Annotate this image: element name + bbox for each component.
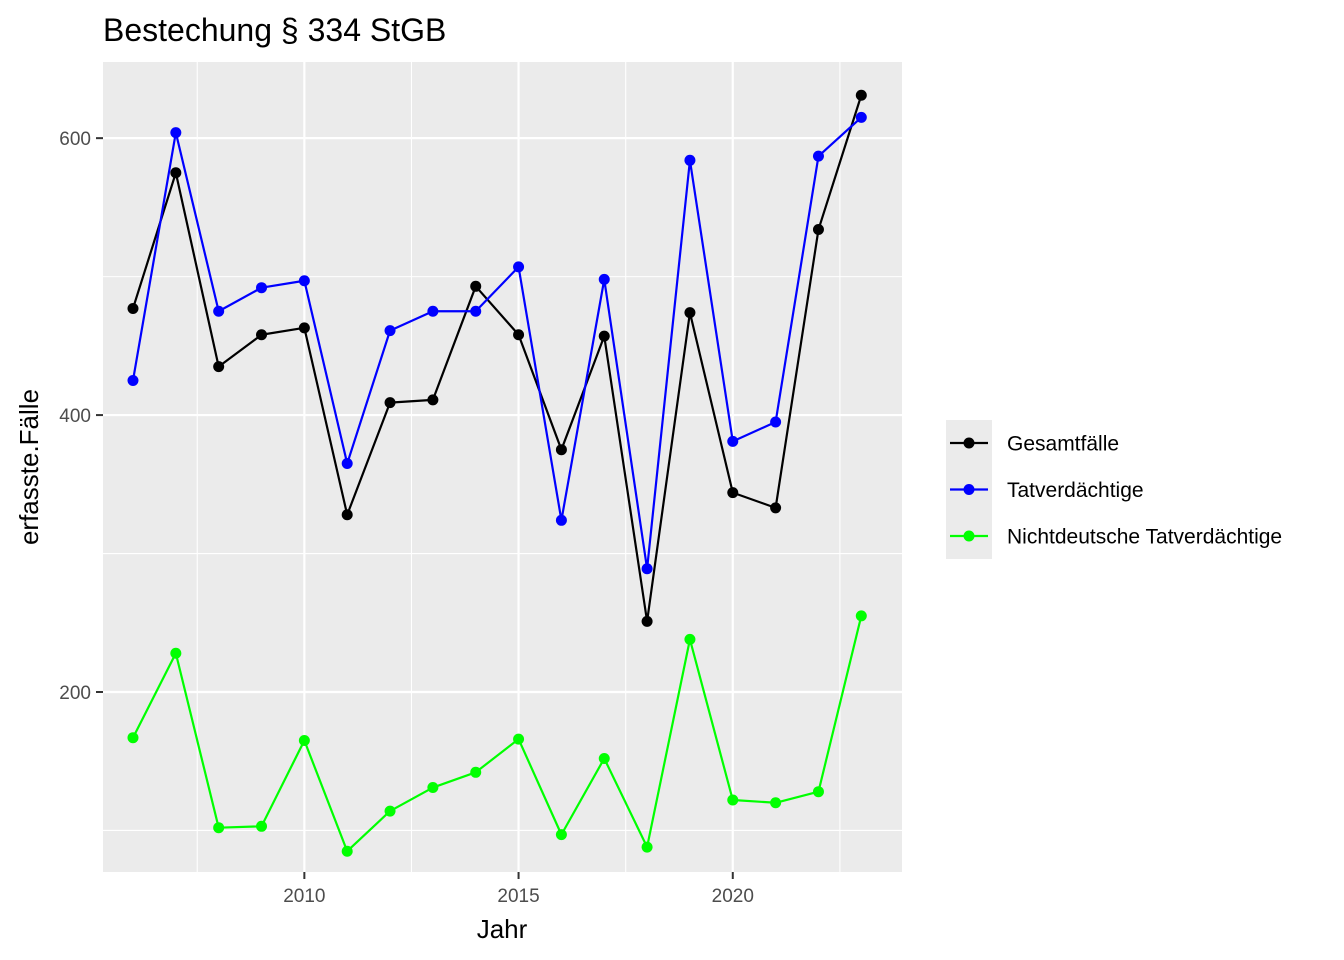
data-point-gesamtf-lle: [598, 330, 610, 342]
data-point-gesamtf-lle: [341, 509, 353, 521]
data-point-gesamtf-lle: [170, 167, 182, 179]
data-point-gesamtf-lle: [427, 394, 439, 406]
chart-title: Bestechung § 334 StGB: [103, 12, 446, 48]
legend-key-point: [963, 437, 975, 449]
data-point-tatverd-chtige: [170, 127, 182, 139]
data-point-gesamtf-lle: [770, 502, 782, 514]
data-point-gesamtf-lle: [298, 322, 310, 334]
data-point-nichtdeutsche-tatverd-chtige: [641, 841, 653, 853]
data-point-gesamtf-lle: [256, 329, 268, 341]
data-point-nichtdeutsche-tatverd-chtige: [170, 647, 182, 659]
data-point-gesamtf-lle: [641, 615, 653, 627]
data-point-nichtdeutsche-tatverd-chtige: [770, 797, 782, 809]
data-point-nichtdeutsche-tatverd-chtige: [598, 752, 610, 764]
legend-key-point: [963, 484, 975, 495]
plot-panel: [103, 62, 902, 872]
data-point-nichtdeutsche-tatverd-chtige: [427, 782, 439, 794]
data-point-nichtdeutsche-tatverd-chtige: [256, 820, 268, 832]
series-tatverd-chtige: [127, 111, 867, 575]
data-point-tatverd-chtige: [598, 273, 610, 285]
minor-grid: [103, 62, 902, 872]
y-axis-title: erfasste.Fälle: [14, 389, 44, 545]
data-point-tatverd-chtige: [684, 154, 696, 166]
data-point-tatverd-chtige: [727, 435, 739, 447]
data-point-tatverd-chtige: [427, 305, 439, 317]
data-point-nichtdeutsche-tatverd-chtige: [855, 610, 867, 622]
data-point-gesamtf-lle: [727, 487, 739, 499]
series-layer: [127, 89, 867, 857]
data-point-nichtdeutsche-tatverd-chtige: [127, 732, 139, 744]
data-point-tatverd-chtige: [256, 282, 268, 294]
x-axis-title: Jahr: [477, 914, 528, 944]
data-point-tatverd-chtige: [513, 261, 525, 273]
series-line-tatverd-chtige: [131, 116, 863, 570]
data-point-nichtdeutsche-tatverd-chtige: [812, 786, 824, 798]
data-point-nichtdeutsche-tatverd-chtige: [555, 829, 567, 841]
legend-key: [950, 484, 988, 495]
data-point-gesamtf-lle: [384, 397, 396, 409]
data-point-tatverd-chtige: [341, 458, 353, 470]
data-point-nichtdeutsche-tatverd-chtige: [298, 734, 310, 746]
data-point-gesamtf-lle: [555, 444, 567, 456]
series-line-nichtdeutsche-tatverd-chtige: [132, 615, 863, 853]
legend-label: Gesamtfälle: [1007, 433, 1119, 456]
legend-label: Tatverdächtige: [1007, 479, 1144, 502]
data-point-tatverd-chtige: [298, 275, 310, 287]
data-point-nichtdeutsche-tatverd-chtige: [341, 845, 353, 857]
series-gesamtf-lle: [127, 89, 867, 627]
data-point-tatverd-chtige: [855, 111, 867, 123]
legend-label: Nichtdeutsche Tatverdächtige: [1007, 526, 1282, 549]
data-point-tatverd-chtige: [770, 416, 782, 428]
data-point-nichtdeutsche-tatverd-chtige: [384, 805, 396, 817]
data-point-tatverd-chtige: [812, 150, 824, 162]
x-tick-label: 2010: [283, 886, 325, 907]
data-point-nichtdeutsche-tatverd-chtige: [213, 822, 225, 834]
data-point-gesamtf-lle: [470, 280, 482, 292]
legend: Gesamtfälle Tatverdächtige Nichtdeutsche T…: [946, 420, 1282, 559]
data-point-gesamtf-lle: [513, 329, 525, 341]
legend-key: [950, 437, 988, 449]
y-tick-label: 600: [59, 129, 91, 150]
y-tick-label: 200: [59, 683, 91, 704]
y-tick-label: 400: [59, 406, 91, 427]
data-point-nichtdeutsche-tatverd-chtige: [470, 766, 482, 778]
axis-ticks: [96, 137, 734, 879]
data-point-tatverd-chtige: [641, 563, 653, 575]
data-point-tatverd-chtige: [213, 305, 225, 317]
data-point-tatverd-chtige: [127, 374, 139, 386]
x-tick-label: 2020: [712, 886, 754, 907]
data-point-tatverd-chtige: [555, 514, 567, 526]
data-point-gesamtf-lle: [213, 361, 225, 373]
legend-key-point: [963, 530, 975, 542]
tick-labels: 2010 2015 2020 200 400 600: [59, 129, 754, 907]
data-point-tatverd-chtige: [470, 305, 482, 317]
data-point-gesamtf-lle: [127, 302, 139, 314]
data-point-nichtdeutsche-tatverd-chtige: [684, 633, 696, 645]
data-point-gesamtf-lle: [855, 89, 867, 101]
data-point-nichtdeutsche-tatverd-chtige: [513, 733, 525, 745]
data-point-gesamtf-lle: [684, 307, 696, 319]
data-point-tatverd-chtige: [384, 325, 396, 337]
legend-key: [950, 530, 988, 542]
data-point-gesamtf-lle: [812, 224, 824, 236]
x-tick-label: 2015: [497, 886, 539, 907]
series-line-gesamtf-lle: [131, 94, 863, 623]
series-nichtdeutsche-tatverd-chtige: [127, 610, 867, 857]
data-point-nichtdeutsche-tatverd-chtige: [727, 794, 739, 806]
